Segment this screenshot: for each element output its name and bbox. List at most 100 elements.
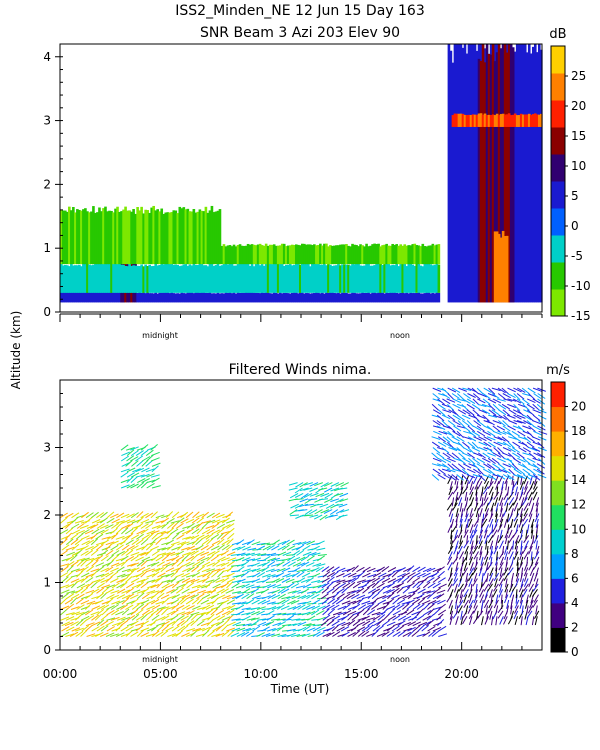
wind-barb xyxy=(70,554,78,562)
snr-cell xyxy=(100,263,103,293)
wind-barb xyxy=(456,430,464,438)
wind-barb xyxy=(226,578,236,583)
wind-barb xyxy=(401,601,411,605)
wind-barb xyxy=(100,567,110,573)
snr-plot-frame xyxy=(59,43,543,313)
snr-cell xyxy=(280,263,284,293)
wind-barb xyxy=(261,626,270,632)
wind-barb xyxy=(71,611,81,616)
wind-barb xyxy=(301,572,311,578)
wind-barb xyxy=(461,556,468,565)
wind-barb xyxy=(457,468,466,475)
snr-cell xyxy=(503,236,507,303)
wind-barb xyxy=(65,570,74,578)
wind-barb xyxy=(65,538,74,546)
wind-barb xyxy=(469,486,475,495)
wind-barb xyxy=(416,593,425,600)
wind-barb xyxy=(91,519,101,524)
winds-colorbar-tick-label: 6 xyxy=(571,571,579,585)
wind-barb xyxy=(100,511,108,519)
wind-barb xyxy=(381,565,390,573)
snr-cell xyxy=(429,264,433,293)
wind-barb xyxy=(146,532,154,540)
wind-barb xyxy=(456,447,465,454)
snr-cell xyxy=(122,209,125,265)
wind-barb xyxy=(96,625,105,632)
snr-cell xyxy=(525,52,529,303)
wind-barb xyxy=(492,403,500,411)
wind-barb xyxy=(64,598,73,605)
wind-barb xyxy=(215,632,225,637)
wind-barb xyxy=(281,567,291,573)
snr-cell xyxy=(260,292,264,303)
wind-barb xyxy=(536,403,545,411)
wind-barb xyxy=(520,529,523,539)
wind-barb xyxy=(226,572,235,578)
wind-barb xyxy=(145,520,155,524)
wind-barb xyxy=(460,524,463,534)
wind-barb xyxy=(426,614,435,621)
wind-barb xyxy=(446,398,456,403)
wind-barb xyxy=(532,486,538,495)
wind-barb xyxy=(95,573,105,578)
snr-cell xyxy=(138,210,141,265)
wind-barb xyxy=(457,414,465,421)
snr-cell xyxy=(172,264,176,293)
wind-barb xyxy=(386,588,395,594)
wind-barb xyxy=(421,599,431,605)
wind-barb xyxy=(125,555,135,562)
wind-barb xyxy=(517,468,526,475)
wind-barb xyxy=(426,619,434,627)
wind-barb xyxy=(506,605,509,615)
wind-barb xyxy=(523,583,529,592)
wind-barb xyxy=(151,457,160,462)
snr-cell xyxy=(451,62,455,303)
snr-cell xyxy=(128,262,131,293)
wind-barb xyxy=(136,482,145,489)
wind-barb xyxy=(186,613,194,621)
wind-barb xyxy=(357,604,367,610)
wind-barb xyxy=(455,513,460,523)
snr-cell xyxy=(154,210,157,265)
wind-barb xyxy=(391,594,400,600)
wind-barb xyxy=(449,589,454,598)
wind-barb xyxy=(106,511,115,519)
wind-barb xyxy=(510,605,513,615)
snr-cell xyxy=(176,264,180,293)
snr-cell xyxy=(170,292,174,303)
wind-barb xyxy=(176,614,185,621)
wind-barb xyxy=(471,387,480,395)
wind-barb xyxy=(497,524,503,533)
wind-barb xyxy=(468,556,473,566)
wind-barb xyxy=(75,578,85,583)
snr-cell xyxy=(164,263,168,293)
snr-cell xyxy=(363,246,366,265)
wind-barb xyxy=(416,603,425,610)
wind-barb xyxy=(437,463,446,468)
wind-barb xyxy=(459,513,464,523)
wind-barb xyxy=(246,558,256,562)
wind-barb xyxy=(292,542,302,546)
wind-barb xyxy=(361,595,371,600)
wind-barb xyxy=(301,594,310,600)
snr-cell xyxy=(260,262,264,293)
snr-cell xyxy=(487,53,491,303)
snr-cell xyxy=(168,262,172,293)
wind-barb xyxy=(341,631,350,637)
winds-midnight-label: midnight xyxy=(142,655,178,664)
wind-barb xyxy=(432,447,441,454)
snr-cell xyxy=(90,265,93,293)
wind-barb xyxy=(347,610,357,616)
wind-barb xyxy=(517,463,527,469)
wind-barb xyxy=(427,625,436,632)
wind-barb xyxy=(286,539,295,546)
wind-barb xyxy=(455,508,459,518)
snr-cell xyxy=(483,113,487,127)
wind-barb xyxy=(510,610,514,620)
wind-barb xyxy=(260,553,271,556)
wind-barb xyxy=(299,503,309,508)
snr-cell xyxy=(176,213,180,265)
snr-colorbar-tick-label: 20 xyxy=(571,99,586,113)
